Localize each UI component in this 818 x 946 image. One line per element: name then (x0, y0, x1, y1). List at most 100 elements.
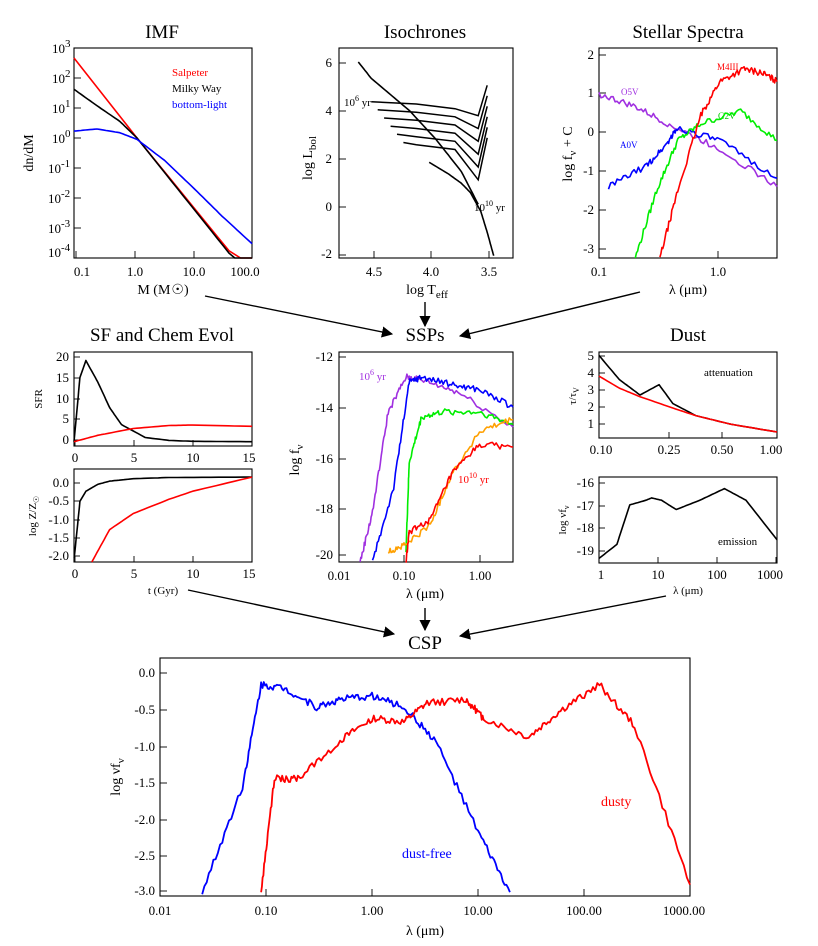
sfr-y-tick-label: 20 (56, 349, 69, 364)
imf-y-tick-label: 10-3 (48, 218, 71, 236)
series-blue-line (371, 374, 514, 561)
spec-y-tick-label: -3 (583, 241, 594, 256)
sfr-x-tick-label: 5 (131, 450, 138, 465)
em-ticks: 1 10 100 1000 -16 -17 -18 -19 (577, 475, 783, 582)
metallicity-panel-frame (73, 468, 253, 563)
z-y-tick-label: 0.0 (53, 475, 69, 490)
em-x-tick-label: 100 (707, 567, 727, 582)
ssp-x-tick-label: 0.01 (328, 568, 351, 583)
imf-y-tick-label: 100 (52, 128, 71, 146)
imf-y-tick-label: 103 (52, 38, 71, 56)
dust-x-label: λ (μm) (673, 585, 703, 597)
csp-panel-frame (159, 657, 691, 897)
em-y-tick-label: -17 (577, 498, 595, 513)
sfr-x-tick-label: 10 (187, 450, 200, 465)
imf-x-tick-label: 100.0 (230, 264, 259, 279)
ssp-x-tick-label: 0.10 (393, 568, 416, 583)
legend-bottom-light: bottom-light (172, 99, 227, 111)
series-extended-line (73, 424, 253, 443)
series-salpeter-line (73, 57, 252, 259)
att-y-tick-label: 1 (588, 416, 595, 431)
series-a0v-line (607, 126, 778, 190)
series-no-bump-line (598, 375, 778, 433)
series-green-line (405, 408, 514, 553)
att-y-tick-label: 2 (588, 399, 595, 414)
series-bottom-light-line (73, 128, 253, 245)
imf-y-tick-label: 101 (52, 98, 71, 116)
iso-young-label: 106 yr (344, 94, 371, 109)
em-x-tick-label: 1000 (757, 567, 783, 582)
legend-milky-way: Milky Way (172, 83, 222, 95)
series-g2v-line (634, 108, 778, 259)
sfh-x-label: t (Gyr) (148, 585, 179, 597)
ssp-y-tick-label: -16 (316, 451, 334, 466)
spec-x-tick-label: 1.0 (710, 264, 726, 279)
iso-y-tick-label: -2 (321, 246, 332, 261)
imf-x-label: M (M☉) (137, 283, 189, 298)
spec-y-tick-label: -2 (583, 202, 594, 217)
sfr-y-ticks: 20 15 10 5 0 (56, 349, 80, 447)
csp-y-tick-label: -0.5 (134, 702, 155, 717)
em-y-tick-label: -16 (577, 475, 595, 490)
em-y-tick-label: -19 (577, 543, 594, 558)
iso-x-ticks: 4.5 4.0 3.5 (366, 251, 497, 279)
attenuation-label: attenuation (704, 367, 753, 379)
z-x-tick-label: 5 (131, 566, 138, 581)
z-y-tick-label: -1.5 (48, 530, 69, 545)
series-dusty-line (260, 682, 691, 893)
series-10-10-yr-line (428, 161, 495, 256)
iso-y-tick-label: 0 (326, 199, 333, 214)
csp-x-tick-label: 10.00 (463, 903, 492, 918)
sfr-y-label: SFR (33, 389, 45, 409)
series-burst-line (73, 359, 252, 443)
sf-chem-evol-title: SF and Chem Evol (90, 325, 234, 346)
z-y-ticks: 0.0 -0.5 -1.0 -1.5 -2.0 (48, 475, 80, 563)
ssp-x-tick-label: 1.00 (469, 568, 492, 583)
sfr-y-tick-label: 5 (63, 411, 70, 426)
arrow-dust-to-csp (458, 595, 667, 640)
isochrones-title: Isochrones (384, 22, 466, 43)
spec-x-label: λ (μm) (669, 283, 707, 298)
att-x-tick-label: 0.50 (711, 442, 734, 457)
series-m4iii-line (659, 66, 778, 258)
series-burst-line (73, 476, 252, 559)
stellar-spectra-title: Stellar Spectra (632, 22, 744, 43)
z-y-tick-label: -0.5 (48, 493, 69, 508)
z-y-label: log Z/Z☉ (27, 496, 41, 536)
arrow-imf-to-ssps (204, 295, 394, 338)
spec-x-ticks: 0.1 1.0 (591, 251, 726, 279)
spec-y-tick-label: 2 (588, 47, 595, 62)
sfr-x-tick-label: 15 (243, 450, 256, 465)
att-ticks: 0.10 0.25 0.50 1.00 5 4 3 2 1 (588, 348, 783, 457)
spec-y-label: log fν + C (561, 126, 579, 181)
csp-y-tick-label: -2.5 (134, 848, 155, 863)
iso-x-tick-label: 4.0 (423, 264, 439, 279)
csp-y-tick-label: -2.0 (134, 812, 155, 827)
ssp-y-tick-label: -14 (316, 400, 334, 415)
series-o5v-line (598, 92, 778, 188)
isochrone-track-line (396, 127, 488, 169)
spec-x-tick-label: 0.1 (591, 264, 607, 279)
csp-x-ticks: 0.01 0.10 1.00 10.00 100.00 1000.00 (149, 889, 705, 918)
series-milky-way-line (73, 88, 252, 259)
spec-y-tick-label: -1 (583, 163, 594, 178)
series-10-6-yr-line (359, 373, 514, 563)
ssp-y-tick-label: -20 (316, 547, 333, 562)
series-10-6-yr-line (357, 61, 479, 205)
iso-x-label: log Teff (406, 283, 448, 301)
sfr-y-tick-label: 10 (56, 391, 69, 406)
imf-y-tick-label: 10-2 (48, 188, 70, 206)
emission-panel-frame (598, 476, 778, 564)
dust-free-label: dust-free (402, 847, 452, 862)
z-x-tick-label: 15 (243, 566, 256, 581)
ssp-old-label: 1010 yr (458, 471, 489, 486)
o5v-label: O5V (621, 87, 639, 97)
csp-y-ticks: 0.0 -0.5 -1.0 -1.5 -2.0 -2.5 -3.0 (134, 665, 167, 898)
em-y-label: log νfν (557, 505, 571, 534)
att-y-label: τ/τV (567, 387, 581, 405)
attenuation-panel-frame (598, 351, 778, 439)
isochrone-track-line (371, 85, 488, 117)
iso-y-tick-label: 4 (326, 103, 333, 118)
series-10-10-yr-line (405, 441, 514, 563)
